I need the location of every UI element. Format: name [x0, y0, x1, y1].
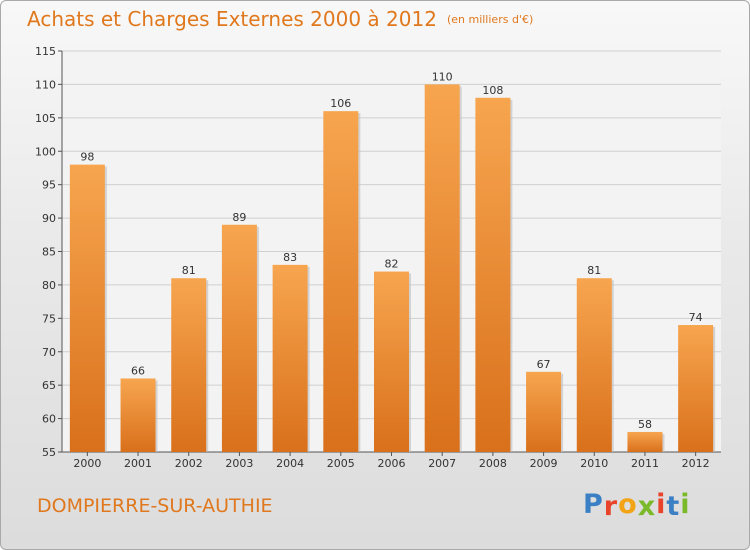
data-label: 98: [80, 151, 94, 164]
x-tick-label: 2009: [530, 457, 558, 470]
bar-2002: [171, 278, 207, 452]
y-tick-label: 105: [35, 112, 56, 125]
data-label: 81: [587, 264, 601, 277]
x-tick-label: 2003: [225, 457, 253, 470]
y-tick-label: 55: [42, 446, 56, 459]
x-tick-label: 2001: [124, 457, 152, 470]
bar-2010: [576, 278, 612, 452]
bar-2005: [323, 111, 359, 453]
bar-2011: [627, 431, 663, 452]
data-label: 106: [330, 97, 351, 110]
bar-2003: [221, 224, 257, 452]
data-label: 89: [232, 211, 246, 224]
bar-2004: [272, 264, 308, 452]
bar-2001: [120, 378, 156, 452]
logo-letter: P: [583, 489, 604, 520]
bar-2006: [374, 271, 409, 452]
logo-letter: i: [656, 489, 667, 520]
y-tick-label: 95: [42, 179, 56, 192]
x-tick-label: 2005: [327, 457, 355, 470]
y-tick-label: 65: [42, 379, 56, 392]
proxiti-logo: Proxiti: [583, 489, 691, 522]
bar-2012: [678, 325, 714, 452]
commune-name: DOMPIERRE-SUR-AUTHIE: [37, 495, 273, 517]
data-label: 83: [283, 251, 297, 264]
bar-2008: [475, 97, 511, 453]
y-tick-label: 115: [35, 45, 56, 58]
x-tick-label: 2006: [378, 457, 406, 470]
data-label: 110: [432, 70, 453, 83]
data-label: 82: [385, 258, 399, 271]
x-tick-label: 2011: [631, 457, 659, 470]
chart-title-block: Achats et Charges Externes 2000 à 2012 (e…: [27, 7, 533, 31]
x-tick-label: 2000: [73, 457, 101, 470]
x-tick-label: 2007: [428, 457, 456, 470]
logo-letter: i: [680, 489, 691, 520]
data-label: 108: [482, 84, 503, 97]
y-tick-label: 70: [42, 346, 56, 359]
logo-letter: o: [618, 489, 638, 520]
data-label: 58: [638, 418, 652, 431]
data-label: 74: [689, 311, 703, 324]
y-tick-label: 80: [42, 279, 56, 292]
bar-2007: [424, 84, 460, 453]
x-tick-label: 2012: [682, 457, 710, 470]
data-label: 81: [182, 264, 196, 277]
data-label: 67: [537, 358, 551, 371]
x-tick-label: 2004: [276, 457, 304, 470]
bar-2000: [69, 164, 105, 452]
x-tick-label: 2010: [580, 457, 608, 470]
logo-letter: x: [637, 491, 657, 522]
y-tick-label: 110: [35, 78, 56, 91]
y-tick-label: 75: [42, 312, 56, 325]
y-tick-label: 85: [42, 246, 56, 259]
chart-unit: (en milliers d'€): [446, 13, 534, 26]
y-tick-label: 90: [42, 212, 56, 225]
chart-title: Achats et Charges Externes 2000 à 2012: [27, 7, 437, 31]
bar-2009: [526, 371, 562, 452]
x-tick-label: 2008: [479, 457, 507, 470]
y-tick-label: 60: [42, 413, 56, 426]
data-label: 66: [131, 364, 145, 377]
logo-letter: r: [603, 491, 619, 522]
logo-letter: t: [666, 491, 681, 522]
x-tick-label: 2002: [175, 457, 203, 470]
y-tick-label: 100: [35, 145, 56, 158]
